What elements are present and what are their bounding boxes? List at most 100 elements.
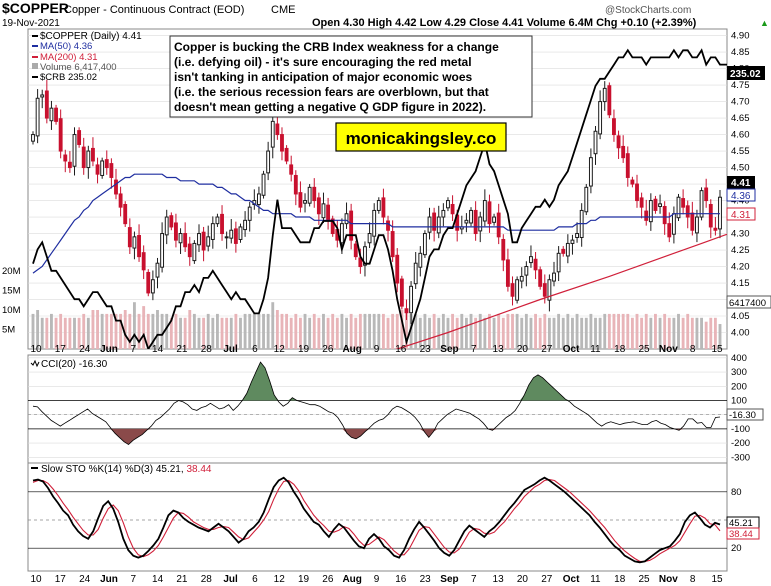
candle <box>118 186 123 217</box>
volume-bar <box>437 317 441 349</box>
volume-bar <box>146 313 150 349</box>
legend-copper-label: $COPPER (Daily) 4.41 <box>40 31 142 42</box>
volume-bar <box>395 313 399 349</box>
price-tick-label: 4.90 <box>731 31 750 42</box>
candle <box>72 127 77 176</box>
candle <box>349 203 354 250</box>
candle-body <box>501 238 506 261</box>
candle <box>496 203 501 245</box>
volume-bar <box>86 317 90 349</box>
volume-bar <box>96 310 99 349</box>
cci-positive-fill <box>33 362 720 401</box>
candle <box>137 224 141 262</box>
volume-bar <box>552 317 556 349</box>
volume-bar <box>179 317 182 349</box>
volume-bar <box>275 310 279 349</box>
legend-ma50-label: MA(50) 4.36 <box>40 41 92 52</box>
candle-body <box>653 198 658 211</box>
candle-body <box>515 279 520 301</box>
candle <box>658 194 662 214</box>
date-axis-top: 10 17 24 Jun 7 14 21 28 Jul 6 12 19 26 Aug 9 16 23 Sep 7 13… <box>30 344 723 355</box>
volume-bar <box>460 313 464 349</box>
candle-body <box>612 118 616 136</box>
volume-tick-label: 15M <box>2 286 21 297</box>
candle <box>146 269 151 297</box>
volume-bar <box>133 302 136 349</box>
candle <box>95 157 100 184</box>
candle <box>284 145 289 165</box>
volume-bar <box>335 317 339 349</box>
date-tick-label: 9 <box>374 344 380 355</box>
price-legend: $COPPER (Daily) 4.41 MA(50) 4.36 MA(200)… <box>32 31 142 83</box>
candle-body <box>146 271 151 294</box>
cci-badge: -16.30 <box>729 410 756 421</box>
candle <box>81 137 86 175</box>
price-tick-label: 4.55 <box>731 146 750 157</box>
candle-body <box>150 279 155 294</box>
candle <box>699 187 704 221</box>
candle <box>644 199 649 226</box>
candle-body <box>353 243 358 258</box>
candle-body <box>464 219 469 224</box>
candle-body <box>607 85 612 116</box>
candle-body <box>556 252 561 273</box>
date-tick-label: 6 <box>252 574 258 585</box>
volume-bar <box>45 317 49 349</box>
candle <box>150 270 155 301</box>
volume-bar <box>239 317 242 349</box>
candle <box>625 146 630 187</box>
candle-body <box>547 279 552 301</box>
candle <box>561 246 566 257</box>
candle <box>399 275 404 310</box>
volume-bar <box>151 313 155 349</box>
candle <box>330 215 335 237</box>
candle-body <box>298 192 303 208</box>
date-tick-label: 26 <box>322 574 334 585</box>
volume-bar <box>672 317 676 349</box>
sto-legend-d: 38.44 <box>186 464 211 475</box>
candle-body <box>418 252 423 268</box>
candle-body <box>690 212 695 231</box>
candle-body <box>376 200 381 211</box>
candle <box>293 170 298 206</box>
price-tick-label: 4.75 <box>731 80 750 91</box>
volume-bar <box>409 313 413 349</box>
candle <box>584 184 589 216</box>
candle <box>160 222 165 273</box>
volume-bar <box>432 313 436 349</box>
candle-body <box>584 186 589 213</box>
candle-body <box>44 90 49 119</box>
symbol-title: $COPPER <box>2 0 69 16</box>
volume-bar <box>289 317 293 349</box>
volume-bar <box>211 317 215 349</box>
candle-body <box>293 174 298 195</box>
volume-bar <box>649 317 653 349</box>
volume-bar <box>280 313 284 349</box>
date-tick-label: 13 <box>493 344 505 355</box>
volume-bar <box>598 317 602 349</box>
date-tick-label: 10 <box>30 344 42 355</box>
volume-bar <box>534 313 537 349</box>
candle-body <box>141 252 146 271</box>
candle-body <box>35 97 40 137</box>
candle-body <box>718 196 722 230</box>
volume-tick-label: 10M <box>2 305 21 316</box>
volume-bar <box>303 313 307 349</box>
chart-date: 19-Nov-2021 <box>2 18 60 29</box>
candle <box>307 184 312 207</box>
candle-body <box>256 193 261 206</box>
volume-bar <box>538 317 542 349</box>
candle-body <box>469 209 473 224</box>
volume-bar <box>294 313 298 349</box>
candle <box>533 252 538 280</box>
candle <box>432 207 437 242</box>
volume-bar <box>109 313 113 349</box>
volume-bar <box>497 313 501 349</box>
date-tick-label: 14 <box>152 574 164 585</box>
volume-bar <box>607 313 611 349</box>
candle <box>123 201 128 227</box>
candle <box>441 203 446 227</box>
volume-bar <box>561 317 565 349</box>
volume-bar <box>580 317 584 349</box>
date-tick-label: 7 <box>471 574 477 585</box>
